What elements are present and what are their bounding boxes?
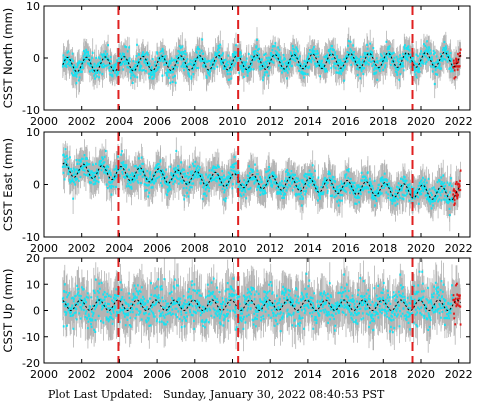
y-tick-label: -10 <box>22 104 40 117</box>
x-tick-label: 2020 <box>407 368 435 381</box>
y-tick-label: -10 <box>22 231 40 244</box>
x-tick-label: 2018 <box>369 115 397 128</box>
footer-label: Plot Last Updated: <box>48 388 153 401</box>
x-tick-label: 2008 <box>181 115 209 128</box>
data-points <box>61 270 454 334</box>
x-tick-label: 2002 <box>68 242 96 255</box>
x-tick-label: 2016 <box>332 242 360 255</box>
x-tick-label: 2022 <box>445 242 473 255</box>
x-tick-label: 2012 <box>256 115 284 128</box>
x-tick-label: 2012 <box>256 242 284 255</box>
x-tick-label: 2010 <box>218 115 246 128</box>
plot-last-updated: Plot Last Updated: Sunday, January 30, 2… <box>48 388 384 401</box>
footer-timestamp: Sunday, January 30, 2022 08:40:53 PST <box>162 388 385 401</box>
x-tick-label: 2010 <box>218 242 246 255</box>
x-tick-label: 2008 <box>181 242 209 255</box>
y-axis-label: CSST North (mm) <box>1 8 15 109</box>
x-tick-label: 2016 <box>332 115 360 128</box>
y-tick-label: 10 <box>26 126 40 139</box>
x-tick-label: 2014 <box>294 368 322 381</box>
x-tick-label: 2010 <box>218 368 246 381</box>
model-line <box>62 162 461 201</box>
panel-1: 2000 2002 2004 2006 2008 2010 2012 2014 2016 2018… <box>1 0 473 128</box>
x-tick-label: 2000 <box>30 115 58 128</box>
x-tick-label: 2016 <box>332 368 360 381</box>
x-tick-label: 2004 <box>105 242 133 255</box>
y-tick-label: -10 <box>22 331 40 344</box>
y-tick-label: 10 <box>26 0 40 13</box>
x-tick-label: 2002 <box>68 115 96 128</box>
recent-data-points <box>452 169 462 206</box>
x-tick-label: 2006 <box>143 242 171 255</box>
x-tick-label: 2020 <box>407 242 435 255</box>
model-line <box>62 299 462 312</box>
y-tick-label: 0 <box>33 52 40 65</box>
x-tick-label: 2000 <box>30 242 58 255</box>
x-tick-label: 2014 <box>294 242 322 255</box>
y-axis-label: CSST East (mm) <box>1 138 15 231</box>
x-tick-label: 2004 <box>105 115 133 128</box>
y-tick-label: 0 <box>33 179 40 192</box>
y-tick-label: 10 <box>26 278 40 291</box>
x-tick-label: 2014 <box>294 115 322 128</box>
x-tick-label: 2018 <box>369 242 397 255</box>
x-tick-label: 2018 <box>369 368 397 381</box>
x-tick-label: 2012 <box>256 368 284 381</box>
panel-3: 2000 2002 2004 2006 2008 2010 2012 2014 2016 2018… <box>1 252 473 381</box>
panel-2: 2000 2002 2004 2006 2008 2010 2012 2014 2016 2018… <box>1 126 473 255</box>
x-tick-label: 2022 <box>445 115 473 128</box>
x-tick-label: 2020 <box>407 115 435 128</box>
x-tick-label: 2006 <box>143 115 171 128</box>
x-tick-label: 2008 <box>181 368 209 381</box>
x-tick-label: 2002 <box>68 368 96 381</box>
y-tick-label: 0 <box>33 305 40 318</box>
x-tick-label: 2022 <box>445 368 473 381</box>
y-axis-label: CSST Up (mm) <box>1 268 15 352</box>
x-tick-label: 2004 <box>105 368 133 381</box>
y-tick-label: 20 <box>26 252 40 265</box>
data-points <box>61 38 454 86</box>
y-tick-label: -20 <box>22 357 40 370</box>
x-tick-label: 2006 <box>143 368 171 381</box>
x-tick-label: 2000 <box>30 368 58 381</box>
